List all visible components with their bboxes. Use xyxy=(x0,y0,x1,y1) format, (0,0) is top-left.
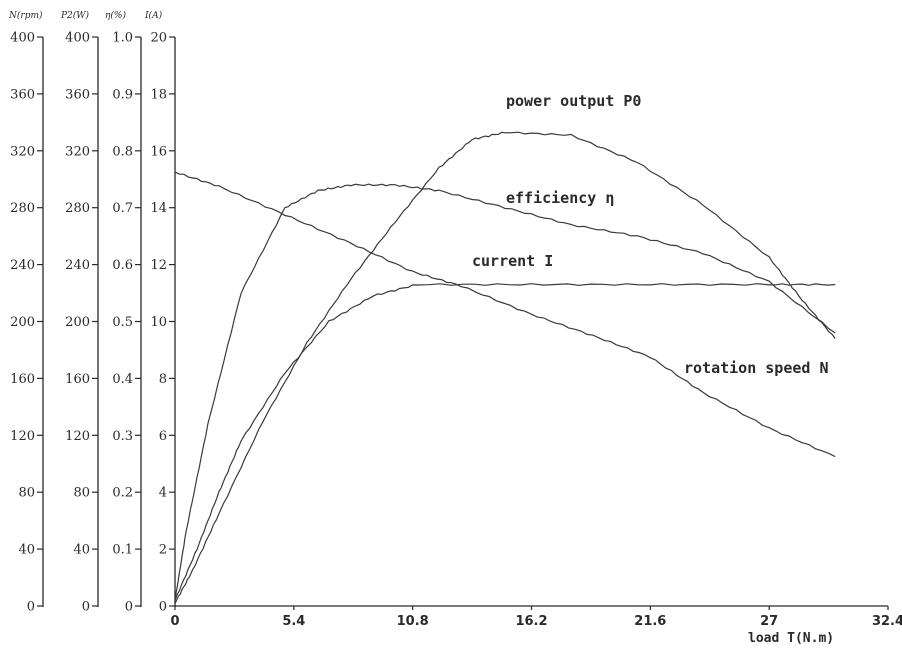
y-tick-label: 40 xyxy=(18,543,35,558)
y-tick-label: 0 xyxy=(27,600,35,615)
y-tick-label: 18 xyxy=(150,87,167,102)
y-tick-label: 0.3 xyxy=(112,429,133,444)
x-tick-label: 21.6 xyxy=(634,614,666,629)
series-annotations: power output P0 efficiency η current I rota… xyxy=(472,92,829,377)
y-tick-label: 0.5 xyxy=(112,315,133,330)
y-tick-label: 400 xyxy=(65,31,90,46)
y-tick-label: 80 xyxy=(18,486,35,501)
y-tick-label: 2 xyxy=(159,543,167,558)
power-output-line xyxy=(174,131,836,605)
label-efficiency: efficiency η xyxy=(506,189,614,207)
y-tick-label: 200 xyxy=(65,315,90,330)
series-lines xyxy=(174,131,836,605)
y-tick-label: 40 xyxy=(73,543,90,558)
x-tick-label: 5.4 xyxy=(282,614,305,629)
x-axis: 0 5.4 10.8 16.2 21.6 27 32.4 xyxy=(170,605,902,629)
x-tick-label: 0 xyxy=(170,614,179,629)
y-axis-title: I(A) xyxy=(144,10,163,21)
y-tick-label: 16 xyxy=(150,144,167,159)
y-axes: 40036032028024020016012080400N(rpm)40036… xyxy=(8,10,176,615)
y-tick-label: 280 xyxy=(10,201,35,216)
y-axis-title: P2(W) xyxy=(60,10,90,21)
y-tick-label: 0.4 xyxy=(112,372,133,387)
y-tick-label: 8 xyxy=(159,372,167,387)
y-tick-label: 360 xyxy=(65,87,90,102)
y-axis-title: η(%) xyxy=(105,10,126,21)
y-tick-label: 12 xyxy=(150,258,167,273)
y-tick-label: 0 xyxy=(159,600,167,615)
y-axis-title: N(rpm) xyxy=(8,10,43,21)
x-axis-label: load T(N.m) xyxy=(748,631,834,646)
y-tick-label: 120 xyxy=(65,429,90,444)
y-tick-label: 240 xyxy=(65,258,90,273)
y-tick-label: 240 xyxy=(10,258,35,273)
y-tick-label: 4 xyxy=(159,486,167,501)
label-current: current I xyxy=(472,252,553,270)
y-tick-label: 14 xyxy=(150,201,167,216)
y-tick-label: 0 xyxy=(125,600,133,615)
y-tick-label: 120 xyxy=(10,429,35,444)
y-tick-label: 320 xyxy=(65,144,90,159)
y-tick-label: 6 xyxy=(159,429,167,444)
y-tick-label: 80 xyxy=(73,486,90,501)
y-tick-label: 0.6 xyxy=(112,258,133,273)
y-tick-label: 160 xyxy=(10,372,35,387)
y-tick-label: 360 xyxy=(10,87,35,102)
y-tick-label: 0 xyxy=(82,600,90,615)
y-tick-label: 280 xyxy=(65,201,90,216)
current-line xyxy=(174,283,836,601)
y-tick-label: 20 xyxy=(150,31,167,46)
y-tick-label: 0.8 xyxy=(112,144,133,159)
x-tick-label: 32.4 xyxy=(872,614,902,629)
y-tick-label: 400 xyxy=(10,31,35,46)
x-tick-label: 27 xyxy=(760,614,778,629)
y-axis-3: 1.0 0.9 0.8 0.7 0.6 0.5 0.4 0.3 0.2 0.1 0 η(%) xyxy=(105,10,142,615)
label-rotation-speed: rotation speed N xyxy=(684,359,829,377)
y-tick-label: 320 xyxy=(10,144,35,159)
y-tick-label: 0.9 xyxy=(112,87,133,102)
x-tick-label: 10.8 xyxy=(397,614,429,629)
y-tick-label: 0.2 xyxy=(112,486,133,501)
y-tick-label: 1.0 xyxy=(112,31,133,46)
y-tick-label: 160 xyxy=(65,372,90,387)
x-tick-label: 16.2 xyxy=(515,614,547,629)
y-tick-label: 0.7 xyxy=(112,201,133,216)
rotation-speed-line xyxy=(174,171,836,458)
y-tick-label: 0.1 xyxy=(112,543,133,558)
label-power-output: power output P0 xyxy=(506,92,641,110)
efficiency-line xyxy=(174,183,836,602)
y-tick-label: 200 xyxy=(10,315,35,330)
y-tick-label: 10 xyxy=(150,315,167,330)
